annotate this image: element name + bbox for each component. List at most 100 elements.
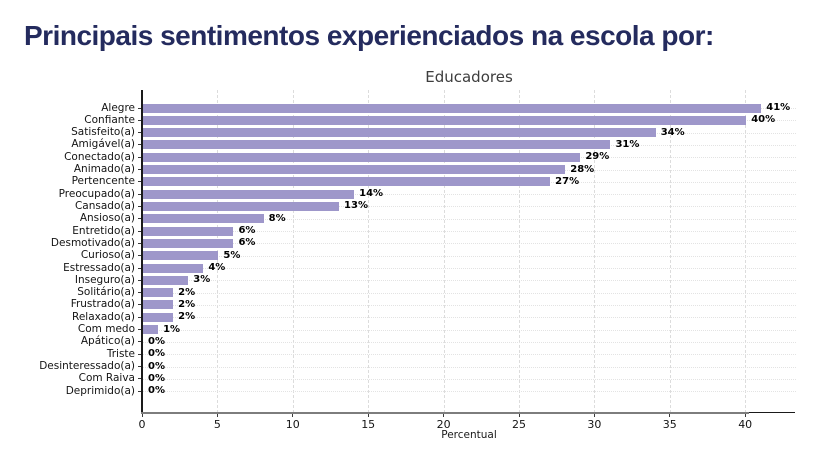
x-tick-label: 0 <box>138 418 146 431</box>
grid-line-horizontal <box>142 391 796 393</box>
category-label: Cansado(a) <box>74 199 135 212</box>
bar <box>143 251 219 261</box>
grid-line-vertical <box>292 90 294 413</box>
bar <box>143 201 340 211</box>
bar <box>143 103 762 113</box>
bar-value-label: 6% <box>238 225 256 237</box>
y-axis-tick <box>138 169 142 171</box>
bar-value-label: 0% <box>148 348 165 360</box>
bar-value-label: 8% <box>268 212 286 224</box>
y-axis-tick <box>138 353 142 355</box>
y-axis-tick <box>138 267 142 269</box>
y-axis-tick <box>138 292 142 294</box>
y-axis-tick <box>138 132 142 134</box>
grid-line-horizontal <box>142 218 796 220</box>
y-axis-tick <box>138 316 142 318</box>
bar <box>143 140 611 150</box>
grid-line-vertical <box>368 90 370 413</box>
bar-value-label: 2% <box>178 311 196 323</box>
x-axis-tick <box>292 413 294 417</box>
grid-line-horizontal <box>142 354 796 356</box>
y-axis-tick <box>138 242 142 244</box>
category-label: Satisfeito(a) <box>71 126 135 139</box>
x-tick-label: 25 <box>512 418 526 431</box>
bar <box>143 312 174 322</box>
grid-line-horizontal <box>142 366 796 368</box>
y-axis-tick <box>138 181 142 183</box>
bar <box>143 226 234 236</box>
x-axis-tick <box>669 413 671 417</box>
grid-line-horizontal <box>142 317 796 319</box>
bar-value-label: 40% <box>751 114 776 126</box>
bar <box>143 263 204 273</box>
x-axis-tick <box>216 413 218 417</box>
bar-value-label: 5% <box>223 249 241 261</box>
y-axis-tick <box>138 378 142 380</box>
category-label: Preocupado(a) <box>58 187 135 200</box>
bar <box>143 325 159 335</box>
bar <box>143 152 581 162</box>
grid-line-horizontal <box>142 378 796 380</box>
y-axis-tick <box>138 329 142 331</box>
x-axis-tick <box>518 413 520 417</box>
x-tick-label: 5 <box>213 418 221 431</box>
category-label: Ansioso(a) <box>79 212 135 225</box>
category-label: Triste <box>106 347 135 360</box>
x-tick-label: 15 <box>361 418 376 431</box>
bar <box>143 177 551 187</box>
y-axis-tick <box>138 218 142 220</box>
grid-line-horizontal <box>142 206 796 208</box>
bar <box>143 128 656 138</box>
x-tick-label: 20 <box>436 418 451 431</box>
bar <box>143 275 189 285</box>
x-tick-label: 40 <box>738 418 753 431</box>
y-axis-tick <box>138 119 142 121</box>
category-label: Com Raiva <box>78 372 135 385</box>
category-label: Confiante <box>84 113 135 126</box>
grid-line-horizontal <box>142 268 796 270</box>
grid-line-horizontal <box>142 341 796 343</box>
bar <box>143 238 234 248</box>
grid-line-vertical <box>594 90 596 413</box>
y-axis-tick <box>138 144 142 146</box>
category-label: Amigável(a) <box>71 138 135 151</box>
category-label: Curioso(a) <box>80 249 135 262</box>
category-label: Com medo <box>77 323 135 336</box>
bar <box>143 115 747 125</box>
y-axis-tick <box>138 366 142 367</box>
grid-line-horizontal <box>142 292 796 294</box>
x-axis-tick <box>744 413 746 417</box>
category-label: Animado(a) <box>73 163 135 176</box>
bar-value-label: 27% <box>555 175 580 187</box>
category-label: Solitário(a) <box>77 286 135 299</box>
x-axis-tick <box>367 413 369 417</box>
bar-value-label: 6% <box>238 237 256 249</box>
x-axis-tick <box>141 413 143 417</box>
category-label: Pertencente <box>71 175 135 188</box>
y-axis-tick <box>138 205 142 207</box>
category-label: Frustrado(a) <box>70 298 135 311</box>
page-title: Principais sentimentos experienciados na… <box>24 20 714 51</box>
category-label: Apático(a) <box>80 335 135 348</box>
y-axis-tick <box>138 230 142 232</box>
category-label: Relaxado(a) <box>72 310 135 323</box>
bar-value-label: 4% <box>208 262 226 274</box>
bar-value-label: 0% <box>148 335 165 347</box>
bar-value-label: 34% <box>660 126 685 138</box>
x-axis-line <box>141 411 749 414</box>
category-label: Alegre <box>101 101 135 114</box>
x-tick-label: 30 <box>587 418 602 431</box>
bar-value-label: 29% <box>585 151 610 163</box>
bar-value-label: 2% <box>178 298 196 310</box>
category-label: Deprimido(a) <box>65 384 135 397</box>
bar-value-label: 14% <box>359 188 384 200</box>
x-axis-line-extension <box>748 412 795 413</box>
bar <box>143 300 174 310</box>
bar <box>143 165 566 175</box>
bar-value-label: 28% <box>570 163 595 175</box>
grid-line-horizontal <box>142 329 796 331</box>
bar-value-label: 31% <box>615 138 640 150</box>
bar-value-label: 0% <box>148 372 165 384</box>
category-label: Inseguro(a) <box>74 273 135 286</box>
